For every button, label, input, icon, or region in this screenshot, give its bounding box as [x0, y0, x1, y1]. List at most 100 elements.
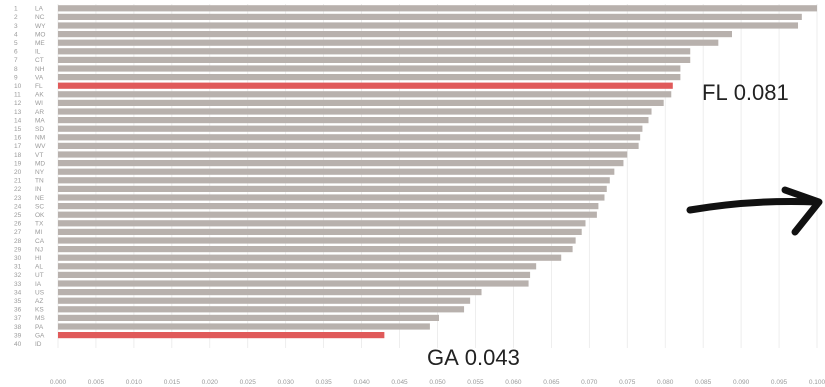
bar-nm: [58, 134, 641, 141]
bar-ar: [58, 108, 652, 115]
x-tick-label: 0.085: [695, 379, 712, 386]
rank-label: 6: [14, 49, 18, 56]
row-labels: 1 LA 2 NC 3 WY 4 MO 5 ME 6 IL 7 CT 8 NH 9 VA 10 FL 11 AK 12 WI 1…: [14, 6, 46, 348]
bar-nh: [58, 65, 681, 72]
category-label: UT: [35, 272, 44, 279]
category-label: AL: [35, 264, 43, 271]
annotation-ga: GA 0.043: [427, 345, 520, 371]
x-tick-label: 0.045: [391, 379, 408, 386]
rank-label: 9: [14, 74, 18, 81]
annotation-fl-value: 0.081: [733, 80, 789, 105]
rank-label: 18: [14, 152, 22, 159]
rank-label: 5: [14, 40, 18, 47]
category-label: NY: [35, 169, 45, 176]
annotation-ga-value: 0.043: [464, 345, 520, 370]
category-label: AR: [35, 109, 44, 116]
rank-label: 19: [14, 160, 22, 167]
bar-wy: [58, 22, 799, 29]
bar-tx: [58, 220, 586, 227]
rank-label: 38: [14, 324, 22, 331]
rank-label: 7: [14, 57, 18, 64]
x-tick-label: 0.060: [505, 379, 522, 386]
annotation-ga-label: GA: [427, 345, 459, 370]
x-tick-label: 0.005: [88, 379, 105, 386]
bar-sd: [58, 125, 643, 132]
category-label: ID: [35, 341, 42, 348]
rank-label: 2: [14, 14, 18, 21]
bar-ca: [58, 237, 576, 244]
rank-label: 11: [14, 92, 21, 99]
category-label: WI: [35, 100, 43, 107]
x-tick-label: 0.025: [240, 379, 257, 386]
rank-label: 40: [14, 341, 22, 348]
rank-label: 10: [14, 83, 22, 90]
x-tick-label: 0.100: [809, 379, 825, 386]
category-label: IA: [35, 281, 42, 288]
grid-lines: [57, 4, 818, 348]
rank-label: 22: [14, 186, 22, 193]
category-label: MO: [35, 31, 45, 38]
rank-label: 15: [14, 126, 22, 133]
x-tick-label: 0.055: [467, 379, 484, 386]
category-label: SC: [35, 203, 44, 210]
x-tick-label: 0.090: [733, 379, 750, 386]
rank-label: 3: [14, 23, 18, 30]
category-label: NH: [35, 66, 45, 73]
rank-label: 31: [14, 264, 22, 271]
category-label: SD: [35, 126, 44, 133]
rank-label: 13: [14, 109, 22, 116]
rank-label: 12: [14, 100, 22, 107]
bar-fl: [58, 82, 673, 89]
category-label: WV: [35, 143, 46, 150]
category-label: PA: [35, 324, 44, 331]
x-tick-label: 0.040: [353, 379, 370, 386]
category-label: NM: [35, 135, 45, 142]
bar-sc: [58, 203, 599, 210]
x-tick-label: 0.050: [429, 379, 446, 386]
category-label: CT: [35, 57, 44, 64]
category-label: GA: [35, 332, 45, 339]
category-label: OK: [35, 212, 45, 219]
rank-label: 26: [14, 221, 22, 228]
bar-ut: [58, 271, 531, 278]
bar-ms: [58, 314, 440, 321]
category-label: ME: [35, 40, 45, 47]
rank-label: 20: [14, 169, 22, 176]
rank-label: 34: [14, 289, 22, 296]
bar-ga: [58, 332, 385, 339]
bar-ks: [58, 306, 465, 313]
bar-md: [58, 160, 624, 167]
bar-mo: [58, 31, 732, 38]
category-label: WY: [35, 23, 46, 30]
category-label: AK: [35, 92, 44, 99]
x-tick-label: 0.035: [316, 379, 333, 386]
category-label: US: [35, 289, 45, 296]
category-label: LA: [35, 6, 44, 13]
rank-label: 24: [14, 203, 22, 210]
x-tick-label: 0.065: [543, 379, 560, 386]
bar-il: [58, 48, 691, 55]
rank-label: 29: [14, 246, 22, 253]
rank-label: 36: [14, 307, 22, 314]
rank-label: 16: [14, 135, 22, 142]
category-label: MI: [35, 229, 42, 236]
x-tick-label: 0.075: [619, 379, 636, 386]
category-label: AZ: [35, 298, 43, 305]
category-label: VT: [35, 152, 43, 159]
category-label: NC: [35, 14, 45, 21]
bar-nc: [58, 13, 802, 20]
category-label: MS: [35, 315, 45, 322]
category-label: IL: [35, 49, 41, 56]
bar-ct: [58, 56, 691, 63]
bar-me: [58, 39, 719, 46]
rank-label: 25: [14, 212, 22, 219]
x-tick-label: 0.000: [50, 379, 67, 386]
rank-label: 30: [14, 255, 22, 262]
rank-label: 8: [14, 66, 18, 73]
rank-label: 4: [14, 31, 18, 38]
bar-ma: [58, 117, 649, 124]
category-label: KS: [35, 307, 44, 314]
rank-label: 1: [14, 6, 18, 13]
category-label: TX: [35, 221, 44, 228]
rank-label: 37: [14, 315, 22, 322]
